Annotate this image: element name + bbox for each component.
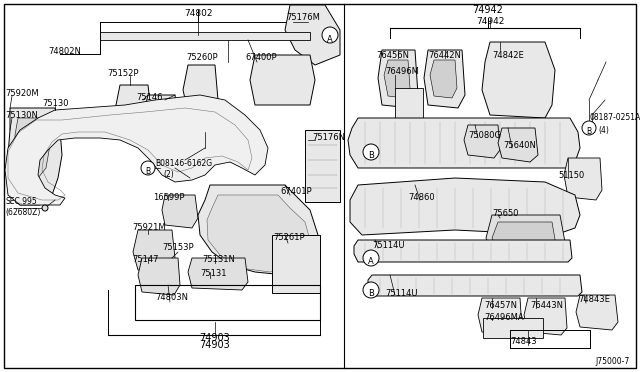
Text: A: A [327, 35, 333, 44]
Text: 74803N: 74803N [155, 294, 188, 302]
Polygon shape [162, 195, 198, 228]
Polygon shape [350, 178, 580, 235]
Bar [135, 285, 320, 320]
Circle shape [322, 27, 338, 43]
Text: 75146: 75146 [136, 93, 163, 102]
Polygon shape [133, 230, 175, 272]
Text: 76496MA: 76496MA [484, 314, 524, 323]
Text: 74903: 74903 [200, 333, 230, 343]
Text: 75650: 75650 [492, 208, 518, 218]
Text: 75114U: 75114U [385, 289, 417, 298]
Text: 75261P: 75261P [273, 234, 305, 243]
Polygon shape [478, 298, 522, 335]
Text: (4): (4) [598, 125, 609, 135]
Bar [272, 235, 320, 293]
Polygon shape [424, 50, 465, 108]
Polygon shape [183, 65, 218, 115]
Text: 08187-0251A: 08187-0251A [590, 113, 640, 122]
Text: SEC.995: SEC.995 [5, 198, 36, 206]
Text: 75114U: 75114U [372, 241, 404, 250]
Text: 75640N: 75640N [503, 141, 536, 150]
Polygon shape [354, 240, 572, 262]
Polygon shape [15, 118, 50, 178]
Circle shape [363, 250, 379, 266]
Text: B: B [368, 289, 374, 298]
Polygon shape [144, 95, 178, 128]
Polygon shape [486, 215, 565, 258]
Text: A: A [368, 257, 374, 266]
Text: 67401P: 67401P [280, 187, 312, 196]
Polygon shape [115, 85, 152, 130]
Text: 76457N: 76457N [484, 301, 517, 310]
Text: 75130: 75130 [42, 99, 68, 108]
Polygon shape [492, 222, 556, 252]
Text: 75176M: 75176M [286, 13, 320, 22]
Text: 75080G: 75080G [468, 131, 501, 140]
Polygon shape [524, 298, 567, 335]
Text: 67400P: 67400P [245, 52, 276, 61]
Text: 76443N: 76443N [530, 301, 563, 310]
Polygon shape [464, 125, 500, 158]
Polygon shape [198, 185, 318, 275]
Circle shape [363, 282, 379, 298]
Text: 76456N: 76456N [376, 51, 409, 60]
Polygon shape [498, 128, 538, 162]
Polygon shape [5, 95, 268, 205]
Polygon shape [564, 158, 602, 200]
Text: (62680Z): (62680Z) [5, 208, 40, 218]
Polygon shape [207, 195, 310, 272]
Circle shape [582, 121, 596, 135]
Text: 74842E: 74842E [492, 51, 524, 60]
Polygon shape [576, 295, 618, 330]
Bar [483, 318, 543, 338]
Text: J75000-7: J75000-7 [596, 357, 630, 366]
Text: 74942: 74942 [472, 5, 504, 15]
Polygon shape [430, 60, 457, 98]
Polygon shape [285, 5, 340, 65]
Bar [100, 32, 310, 40]
Text: 74942: 74942 [476, 17, 504, 26]
Text: 76442N: 76442N [428, 51, 461, 60]
Circle shape [141, 161, 155, 175]
Text: 75920M: 75920M [5, 89, 38, 97]
Polygon shape [8, 108, 62, 205]
Polygon shape [368, 275, 582, 296]
Text: 75131N: 75131N [202, 256, 235, 264]
Text: 75260P: 75260P [186, 52, 218, 61]
Text: 74860: 74860 [408, 192, 435, 202]
Polygon shape [384, 60, 410, 98]
Text: B08146-6162G: B08146-6162G [155, 158, 212, 167]
Polygon shape [188, 258, 248, 290]
Bar [395, 88, 423, 123]
Text: 75131: 75131 [200, 269, 227, 278]
Text: 75147: 75147 [132, 256, 159, 264]
Text: 75130N: 75130N [5, 110, 38, 119]
Polygon shape [138, 258, 180, 295]
Text: 74843E: 74843E [578, 295, 610, 305]
Text: (2): (2) [163, 170, 173, 180]
Polygon shape [250, 55, 315, 105]
Text: B: B [586, 127, 591, 136]
Text: 75176N: 75176N [312, 132, 345, 141]
Text: 76496M: 76496M [385, 67, 419, 77]
Text: 75921M: 75921M [132, 224, 166, 232]
Text: 74843: 74843 [511, 337, 538, 346]
Polygon shape [348, 118, 580, 168]
Bar [510, 330, 590, 348]
Text: 51150: 51150 [558, 170, 584, 180]
Circle shape [42, 205, 48, 211]
Polygon shape [482, 42, 555, 118]
Circle shape [363, 144, 379, 160]
Text: 75152P: 75152P [107, 68, 138, 77]
Text: B: B [368, 151, 374, 160]
Polygon shape [378, 50, 418, 108]
Text: B: B [145, 167, 150, 176]
Text: 74903: 74903 [200, 340, 230, 350]
Text: 74802: 74802 [184, 10, 212, 19]
Text: 16599P: 16599P [153, 192, 184, 202]
Text: 75153P: 75153P [162, 244, 194, 253]
Bar [305, 130, 340, 202]
Text: 74802N: 74802N [48, 48, 81, 57]
